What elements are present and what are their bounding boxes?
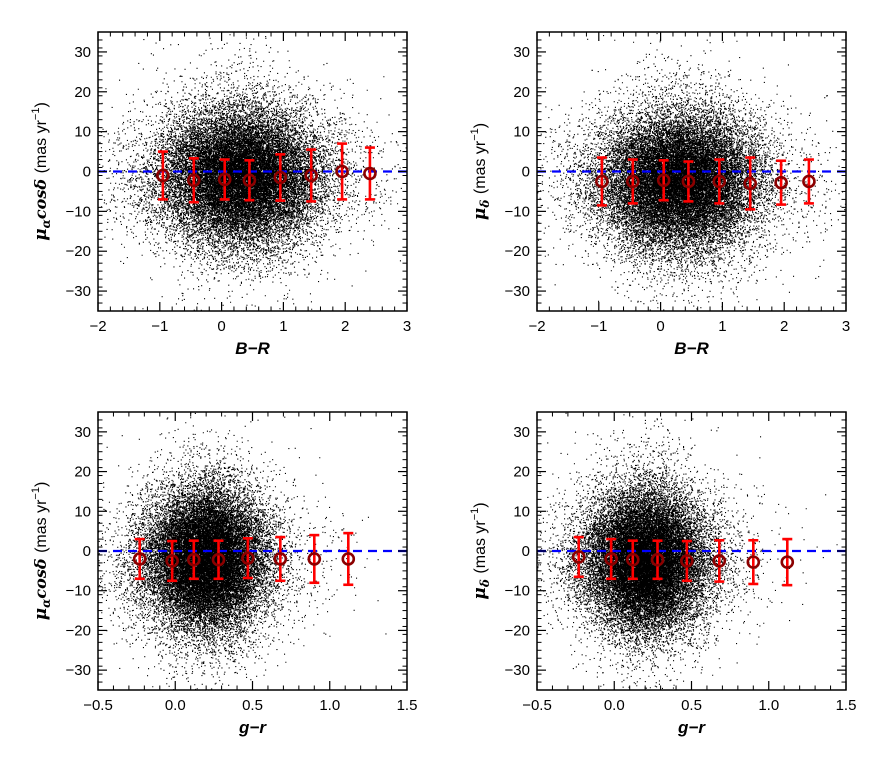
x-axis-label: g−r <box>677 718 706 737</box>
x-tick-label: 1.5 <box>836 697 857 714</box>
x-tick-label: 2 <box>341 318 349 335</box>
y-tick-label: −10 <box>505 203 530 220</box>
x-axis-label: B−R <box>235 339 270 358</box>
error-bar <box>309 535 319 583</box>
y-tick-label: 30 <box>513 424 530 441</box>
y-tick-label: 0 <box>522 164 530 181</box>
y-tick-label: −10 <box>505 583 530 600</box>
error-bar <box>365 148 375 200</box>
y-tick-label: 0 <box>83 543 91 560</box>
y-tick-label: −30 <box>66 283 91 300</box>
x-tick-label: 1.5 <box>397 697 418 714</box>
x-tick-label: 2 <box>780 318 788 335</box>
x-tick-label: 1 <box>279 318 287 335</box>
y-tick-label: −20 <box>66 622 91 639</box>
panel-3: −0.5 0.0 0.5 1.0 1.5 −30 −20 −10 0 10 20 30 g−r μαcos… <box>30 412 417 737</box>
x-tick-label: −0.5 <box>83 697 113 714</box>
x-tick-label: −2 <box>89 318 106 335</box>
y-tick-label: −10 <box>66 583 91 600</box>
panel-4: −0.5 0.0 0.5 1.0 1.5 −30 −20 −10 0 10 20 30 g−r μδ (m… <box>469 412 856 737</box>
x-tick-label: 0.5 <box>242 697 263 714</box>
y-tick-label: −10 <box>66 203 91 220</box>
y-axis-label: μδ (mas yr−1) <box>469 123 492 220</box>
y-tick-label: 30 <box>74 44 91 61</box>
x-tick-label: −2 <box>528 318 545 335</box>
y-tick-label: −30 <box>505 662 530 679</box>
y-axis-label: μαcosδ (mas yr−1) <box>30 102 53 241</box>
y-tick-label: 10 <box>74 503 91 520</box>
x-tick-label: 0 <box>656 318 664 335</box>
error-bar <box>748 540 758 584</box>
x-tick-label: 1.0 <box>319 697 340 714</box>
y-tick-label: 20 <box>513 84 530 101</box>
x-tick-label: 1.0 <box>758 697 779 714</box>
x-tick-label: 1 <box>718 318 726 335</box>
y-tick-label: 20 <box>74 464 91 481</box>
x-axis-label: g−r <box>238 718 267 737</box>
y-tick-label: −20 <box>505 622 530 639</box>
y-tick-label: 0 <box>522 543 530 560</box>
y-axis-label: μδ (mas yr−1) <box>469 502 492 599</box>
y-tick-label: 0 <box>83 164 91 181</box>
x-tick-label: 0.0 <box>165 697 186 714</box>
y-tick-label: −30 <box>505 283 530 300</box>
x-tick-label: −0.5 <box>522 697 552 714</box>
x-tick-label: 0 <box>217 318 225 335</box>
y-tick-label: 30 <box>74 424 91 441</box>
x-axis-label: B−R <box>674 339 709 358</box>
y-tick-label: −20 <box>505 243 530 260</box>
y-tick-label: −20 <box>66 243 91 260</box>
y-tick-label: −30 <box>66 662 91 679</box>
y-tick-label: 10 <box>513 124 530 141</box>
x-tick-label: 0.5 <box>681 697 702 714</box>
x-tick-label: 3 <box>842 318 850 335</box>
x-tick-label: 3 <box>403 318 411 335</box>
x-tick-label: −1 <box>151 318 168 335</box>
x-tick-label: −1 <box>590 318 607 335</box>
y-tick-label: 10 <box>513 503 530 520</box>
y-axis-label: μαcosδ (mas yr−1) <box>30 482 53 621</box>
y-tick-label: 10 <box>74 124 91 141</box>
error-bar <box>776 161 786 205</box>
x-tick-label: 0.0 <box>604 697 625 714</box>
y-tick-label: 20 <box>74 84 91 101</box>
y-tick-label: 30 <box>513 44 530 61</box>
error-bar <box>782 539 792 585</box>
y-tick-label: 20 <box>513 464 530 481</box>
